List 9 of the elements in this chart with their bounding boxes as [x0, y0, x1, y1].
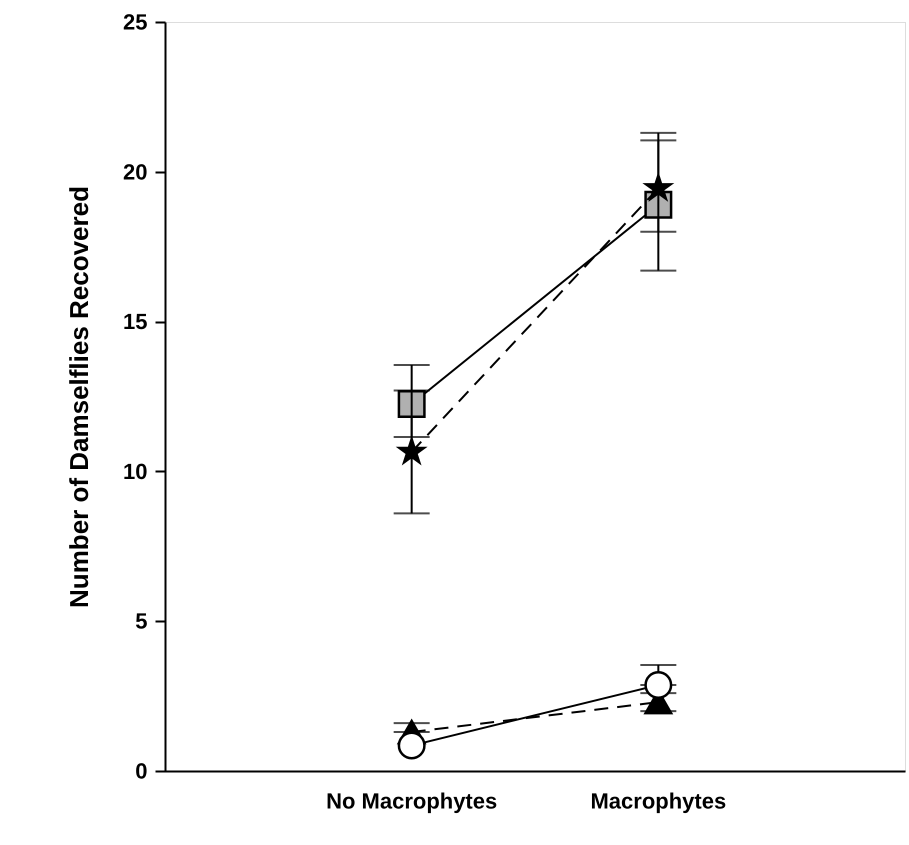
y-tick-label: 25: [123, 10, 148, 34]
x-tick-label: Macrophytes: [590, 788, 726, 814]
y-tick-label: 5: [135, 608, 148, 634]
y-tick-label: 0: [135, 758, 148, 784]
y-tick-label: 10: [123, 458, 148, 484]
y-tick-label: 20: [123, 159, 148, 184]
x-tick-label: No Macrophytes: [326, 788, 498, 814]
y-tick-label: 15: [123, 309, 148, 334]
y-axis-title: Number of Damselflies Recovered: [64, 186, 94, 608]
